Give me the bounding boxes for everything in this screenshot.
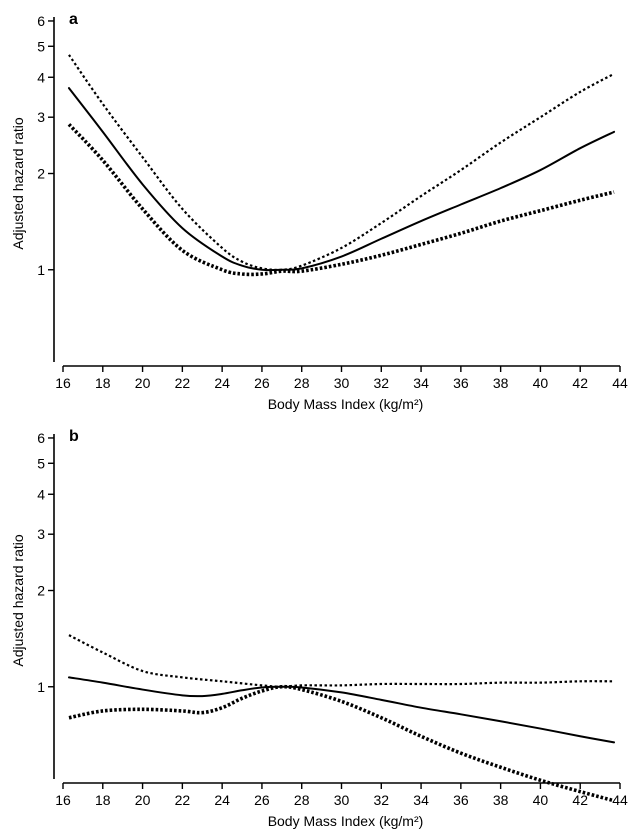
x-tick-label: 28	[294, 792, 310, 808]
x-tick-label: 24	[214, 375, 230, 391]
series-line-dotted-fine	[68, 634, 615, 688]
x-tick-label: 36	[453, 792, 469, 808]
x-tick-label: 34	[413, 375, 429, 391]
series-line-solid	[67, 676, 616, 744]
x-tick-label: 32	[373, 375, 389, 391]
y-tick-label: 5	[37, 38, 45, 54]
x-tick-label: 44	[612, 792, 628, 808]
x-tick-label: 30	[334, 792, 350, 808]
y-tick-label: 6	[37, 430, 45, 446]
y-tick-label: 2	[37, 583, 45, 599]
chart-panel-b: 1 2 3 4 5 6 16 18 20 22 24 26 28 30 32 34 36 38 40 42 44 Body…	[0, 417, 635, 834]
x-tick-label: 20	[135, 375, 151, 391]
x-tick-label: 24	[214, 792, 230, 808]
x-tick-label: 42	[572, 792, 588, 808]
x-tick-label: 18	[95, 375, 111, 391]
x-tick-label: 26	[254, 375, 270, 391]
y-tick-label: 4	[37, 69, 45, 85]
chart-panel-a: 1 2 3 4 5 6 16 18 20 22 24 26 28 30 32 34 36 38 40 42 44 Body…	[10, 11, 628, 412]
series-line-dotted-fine	[68, 54, 615, 272]
x-tick-label: 42	[572, 375, 588, 391]
x-tick-label: 38	[493, 375, 509, 391]
x-tick-label: 26	[254, 792, 270, 808]
x-tick-label: 40	[533, 792, 549, 808]
x-tick-label: 18	[95, 792, 111, 808]
y-tick-label: 6	[37, 13, 45, 29]
y-axis-title: Adjusted hazard ratio	[10, 117, 26, 250]
x-tick-label: 22	[175, 792, 191, 808]
y-tick-label: 4	[37, 486, 45, 502]
series-line-solid	[67, 87, 616, 272]
x-tick-label: 16	[55, 792, 71, 808]
y-tick-label: 3	[37, 109, 45, 125]
series-line-dotted-bold	[67, 123, 615, 277]
x-axis-title: Body Mass Index (kg/m²)	[268, 396, 424, 412]
x-tick-label: 20	[135, 792, 151, 808]
x-tick-label: 44	[612, 375, 628, 391]
y-tick-label: 1	[37, 679, 45, 695]
y-tick-label: 2	[37, 166, 45, 182]
y-tick-label: 3	[37, 526, 45, 542]
x-tick-label: 28	[294, 375, 310, 391]
x-tick-label: 30	[334, 375, 350, 391]
panel-label: a	[69, 11, 78, 28]
x-axis-title: Body Mass Index (kg/m²)	[268, 813, 424, 829]
x-tick-label: 36	[453, 375, 469, 391]
y-tick-label: 5	[37, 455, 45, 471]
y-tick-label: 1	[37, 262, 45, 278]
x-tick-label: 22	[175, 375, 191, 391]
x-tick-label: 16	[55, 375, 71, 391]
x-tick-label: 34	[413, 792, 429, 808]
panel-label: b	[69, 428, 79, 445]
x-tick-label: 32	[373, 792, 389, 808]
x-tick-label: 40	[533, 375, 549, 391]
y-axis-title: Adjusted hazard ratio	[10, 534, 26, 667]
series-line-dotted-bold	[68, 684, 615, 803]
x-tick-label: 38	[493, 792, 509, 808]
